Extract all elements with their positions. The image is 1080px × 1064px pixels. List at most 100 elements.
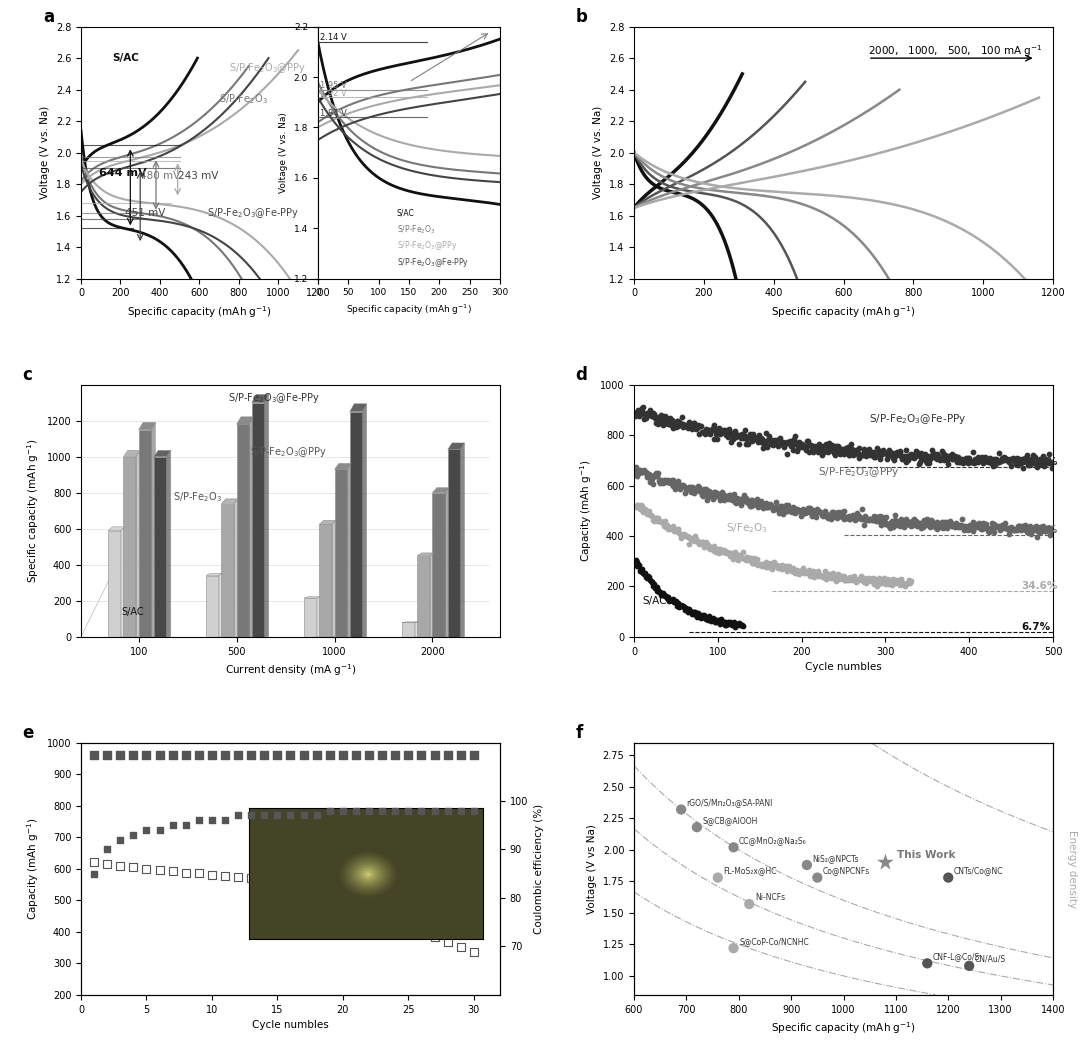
Point: [640, 406, 658, 423]
Point: [783, 563, 800, 580]
Point: [650, 581, 667, 598]
Point: [738, 436, 755, 453]
Point: [832, 505, 849, 522]
Point: [804, 443, 821, 460]
X-axis label: Cycle numbles: Cycle numbles: [806, 662, 882, 672]
Point: [797, 564, 814, 581]
Point: [282, 874, 299, 891]
Point: [295, 885, 312, 902]
Point: [831, 508, 848, 525]
Point: [795, 560, 812, 577]
Point: [1017, 452, 1035, 469]
Point: [1016, 449, 1034, 466]
Point: [872, 513, 889, 530]
Point: [728, 428, 745, 445]
Point: [636, 405, 653, 422]
Point: [867, 447, 885, 464]
Point: [666, 416, 684, 433]
Point: [732, 616, 750, 633]
Point: [882, 518, 900, 535]
Point: [878, 451, 895, 468]
Point: [993, 518, 1010, 535]
Point: [689, 478, 706, 495]
Point: [661, 410, 678, 427]
Point: [718, 544, 735, 561]
Point: [1035, 458, 1052, 475]
Point: [747, 493, 765, 510]
Point: [1015, 520, 1032, 537]
Point: [981, 523, 998, 541]
Point: [837, 510, 854, 527]
Point: [872, 451, 889, 468]
Point: [672, 526, 689, 543]
Point: [840, 569, 858, 586]
Polygon shape: [237, 417, 254, 425]
Point: [627, 406, 645, 423]
Point: [651, 513, 669, 530]
Point: [815, 568, 833, 585]
Point: [772, 559, 789, 576]
Point: [637, 464, 654, 481]
Point: [685, 415, 702, 432]
Point: [978, 452, 996, 469]
Point: [1011, 517, 1028, 534]
Point: [636, 464, 653, 481]
Text: S/P-Fe$_2$O$_3$@Fe-PPy: S/P-Fe$_2$O$_3$@Fe-PPy: [868, 413, 967, 427]
Point: [723, 615, 740, 632]
Point: [822, 566, 839, 583]
Point: [732, 549, 750, 566]
Point: [711, 487, 728, 504]
Point: [675, 416, 692, 433]
Text: S/P-Fe$_2$O$_3$@PPy: S/P-Fe$_2$O$_3$@PPy: [229, 61, 306, 74]
Point: [900, 575, 917, 592]
Point: [957, 451, 974, 468]
Point: [630, 558, 647, 575]
Point: [858, 448, 875, 465]
Point: [648, 467, 665, 484]
Point: [858, 512, 875, 529]
Point: [691, 426, 708, 443]
Point: [735, 421, 753, 438]
Point: [1024, 521, 1041, 538]
Point: [203, 812, 220, 829]
Point: [770, 500, 787, 517]
Point: [917, 516, 934, 533]
Point: [774, 558, 792, 575]
Point: [861, 571, 878, 588]
Point: [644, 469, 661, 486]
Point: [778, 433, 795, 450]
Point: [983, 454, 1000, 471]
Point: [896, 442, 914, 459]
Point: [650, 472, 667, 489]
Point: [656, 586, 673, 603]
Point: [959, 517, 976, 534]
Point: [848, 442, 865, 459]
Point: [684, 531, 701, 548]
Point: [703, 421, 720, 438]
Point: [908, 444, 926, 461]
Point: [651, 583, 669, 600]
Bar: [448, 449, 460, 636]
Point: [716, 616, 733, 633]
Point: [935, 451, 953, 468]
Point: [862, 447, 879, 464]
Point: [943, 446, 960, 463]
Point: [647, 414, 664, 431]
Point: [994, 450, 1011, 467]
Point: [374, 912, 391, 929]
Point: [702, 609, 719, 626]
Point: [1017, 519, 1035, 536]
Point: [808, 442, 825, 459]
Point: [627, 498, 645, 515]
Point: [838, 571, 855, 588]
Point: [124, 827, 141, 844]
Point: [1022, 453, 1039, 470]
Point: [880, 576, 897, 593]
Point: [933, 519, 950, 536]
Point: [684, 605, 701, 622]
Point: [865, 449, 882, 466]
Point: [777, 435, 794, 452]
Point: [658, 473, 675, 491]
Point: [960, 450, 977, 467]
Point: [723, 487, 740, 504]
